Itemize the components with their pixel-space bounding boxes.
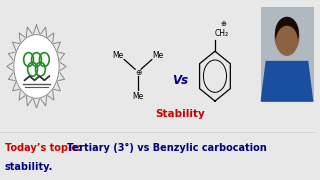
Circle shape	[275, 21, 299, 54]
Text: stability.: stability.	[5, 162, 53, 172]
Text: Me: Me	[113, 51, 124, 60]
Circle shape	[14, 35, 59, 98]
Text: CH₂: CH₂	[215, 29, 229, 38]
FancyBboxPatch shape	[261, 7, 313, 101]
Text: Today’s topic:: Today’s topic:	[5, 143, 84, 153]
Polygon shape	[261, 62, 313, 101]
Text: Me: Me	[152, 51, 164, 60]
Text: ⊕: ⊕	[135, 68, 141, 76]
Text: Me: Me	[132, 92, 144, 101]
Circle shape	[276, 17, 298, 49]
Circle shape	[277, 26, 297, 55]
Text: ⊕: ⊕	[220, 21, 226, 26]
Text: Vs: Vs	[172, 74, 188, 87]
Text: Stability: Stability	[156, 109, 205, 119]
Text: Tertiary (3°) vs Benzylic carbocation: Tertiary (3°) vs Benzylic carbocation	[67, 143, 267, 153]
